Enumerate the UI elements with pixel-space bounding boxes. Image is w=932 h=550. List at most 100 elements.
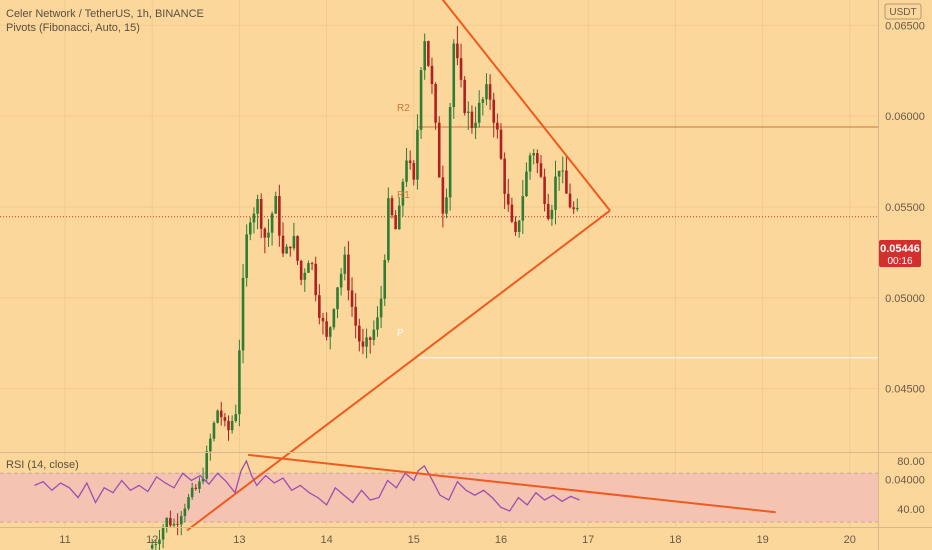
time-tick-label: 15: [408, 534, 420, 546]
candle-body: [292, 236, 296, 249]
candle-body: [328, 327, 332, 337]
candle-body: [525, 171, 528, 197]
candle-body: [368, 337, 372, 340]
candle-body: [332, 309, 336, 328]
candle-body: [394, 215, 397, 230]
candle-body: [456, 43, 459, 59]
candle-body: [238, 350, 241, 415]
candle-body: [528, 155, 532, 172]
pivot-label-r1: R1: [397, 190, 410, 201]
candle-body: [339, 273, 343, 288]
candle-body: [318, 295, 321, 318]
candle-body: [550, 209, 554, 219]
candle-body: [176, 523, 179, 525]
candle-body: [161, 527, 165, 540]
candle-body: [285, 246, 288, 254]
candle-body: [430, 65, 434, 84]
candle-body: [303, 272, 307, 280]
candle-body: [474, 122, 477, 129]
candle-body: [216, 410, 219, 423]
candle-body: [361, 341, 365, 347]
pivot-label-p: P: [397, 328, 404, 339]
candle-body: [379, 298, 383, 318]
candle-body: [543, 176, 546, 204]
candle-body: [434, 83, 437, 123]
time-tick-label: 14: [320, 534, 332, 546]
candle-body: [296, 236, 299, 261]
candle-body: [150, 544, 154, 549]
rsi-label: RSI (14, close): [6, 459, 79, 471]
candle-body: [350, 290, 354, 307]
candle-body: [376, 317, 379, 330]
candle-body: [358, 325, 361, 342]
time-tick-label: 17: [582, 534, 594, 546]
candle-body: [212, 422, 216, 439]
candle-body: [321, 317, 325, 322]
candle-body: [412, 163, 416, 180]
candle-body: [510, 204, 514, 222]
candle-body: [158, 539, 161, 545]
price-tick-label: 0.04000: [885, 475, 925, 487]
last-price-tag: [879, 240, 921, 267]
candle-body: [354, 306, 357, 326]
candle-body: [281, 235, 285, 254]
candle-body: [314, 263, 317, 296]
candle-body: [343, 254, 347, 274]
candle-body: [546, 203, 550, 219]
candle-body: [401, 181, 405, 206]
candle-body: [517, 220, 521, 232]
price-tick-label: 0.04500: [885, 384, 925, 396]
candle-body: [437, 122, 441, 178]
candle-body: [325, 321, 328, 337]
candle-body: [169, 517, 172, 526]
candle-body: [445, 197, 448, 214]
candle-body: [423, 41, 426, 71]
time-tick-label: 13: [233, 534, 245, 546]
candle-body: [372, 329, 376, 340]
last-price-value: 0.05446: [880, 243, 920, 255]
rsi-tick-40: 40.00: [897, 504, 925, 516]
candle-body: [387, 198, 390, 261]
trendlines[interactable]: [186, 0, 611, 532]
candle-body: [278, 196, 281, 236]
candle-body: [263, 228, 267, 238]
candle-body: [503, 158, 506, 194]
candle-body: [539, 163, 543, 177]
time-tick-label: 20: [844, 534, 856, 546]
candle-body: [514, 221, 517, 232]
candle-body: [245, 234, 248, 278]
price-tick-label: 0.06500: [885, 20, 925, 32]
candle-body: [536, 153, 539, 164]
candle-body: [427, 41, 430, 66]
candle-body: [154, 544, 158, 546]
candle-body: [267, 232, 270, 238]
candle-body: [230, 420, 234, 431]
candle-body: [557, 170, 561, 177]
time-tick-label: 11: [59, 534, 70, 546]
candle-body: [241, 277, 245, 351]
candle-body: [441, 177, 445, 214]
candle-body: [568, 193, 572, 208]
candle-body: [448, 107, 452, 198]
currency-badge[interactable]: [884, 3, 922, 20]
candles: [150, 26, 579, 550]
candle-body: [576, 208, 579, 210]
candle-body: [419, 70, 423, 130]
candle-body: [496, 122, 499, 130]
currency-label: USDT: [889, 7, 916, 18]
candle-body: [183, 508, 187, 517]
candle-body: [274, 196, 278, 214]
candle-body: [572, 207, 575, 210]
price-tick-label: 0.06000: [885, 111, 925, 123]
bar-countdown: 00:16: [887, 256, 912, 267]
candle-body: [256, 199, 259, 214]
candle-body: [532, 153, 535, 156]
candle-body: [459, 58, 463, 80]
candle-body: [205, 451, 208, 479]
candle-body: [554, 176, 557, 210]
candle-body: [252, 213, 256, 223]
candle-body: [397, 205, 401, 230]
